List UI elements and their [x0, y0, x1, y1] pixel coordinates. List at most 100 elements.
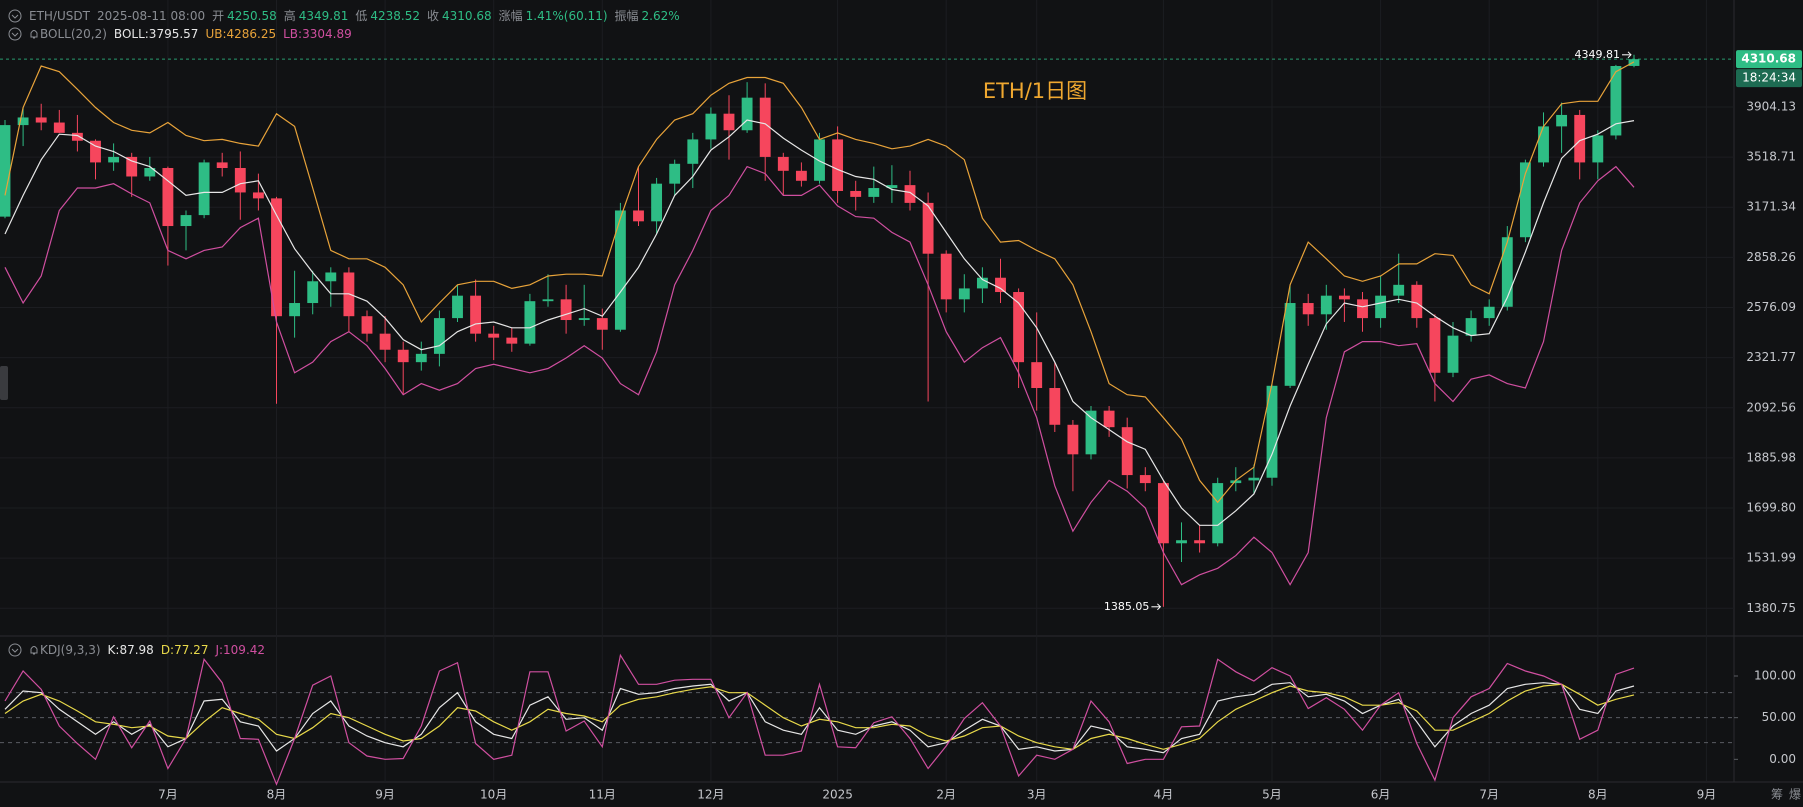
- candle-body: [144, 167, 156, 177]
- candle-body: [198, 162, 210, 216]
- candle-body: [126, 156, 138, 177]
- y-tick-label: 1699.80: [1746, 501, 1796, 515]
- candle-body: [669, 163, 681, 184]
- y-tick-label: 3904.13: [1746, 99, 1796, 113]
- y-tick-label: 100.00: [1754, 669, 1796, 683]
- x-tick-label: 10月: [480, 788, 507, 802]
- candle-body: [922, 202, 934, 254]
- candle-body: [108, 156, 120, 163]
- bar-time: 2025-08-11 08:00: [96, 8, 206, 23]
- countdown-label: 18:24:34: [1742, 71, 1796, 85]
- candle-body: [1556, 114, 1568, 127]
- candle-body: [1049, 388, 1061, 425]
- candle-body: [1338, 295, 1350, 300]
- candle-body: [976, 277, 988, 289]
- x-tick-label: 2025: [822, 788, 853, 802]
- candle-body: [1230, 480, 1242, 484]
- x-tick-label: 7月: [158, 788, 178, 802]
- candle-body: [1103, 410, 1115, 428]
- price-tag-label: 4310.68: [1741, 52, 1796, 66]
- y-tick-label: 1380.75: [1746, 601, 1796, 615]
- alert-icon[interactable]: [29, 644, 39, 656]
- candle-body: [379, 333, 391, 350]
- x-tick-label: 9月: [1697, 788, 1717, 802]
- y-tick-label: 1885.98: [1746, 450, 1796, 464]
- change-label: 涨幅: [498, 9, 523, 23]
- extreme-arrow-head: [1157, 603, 1162, 611]
- candle-body: [1139, 475, 1151, 484]
- toolbar-button[interactable]: 筹: [1771, 788, 1783, 802]
- candle-body: [1013, 292, 1025, 363]
- indicator-name: BOLL(20,2): [40, 27, 107, 41]
- candle-body: [850, 190, 862, 197]
- alert-icon[interactable]: [29, 28, 39, 40]
- candle-body: [1538, 126, 1549, 163]
- candle-body: [542, 299, 554, 302]
- legend-entry: BOLL:3795.57: [113, 27, 199, 41]
- candle-body: [53, 122, 65, 133]
- candle-body: [216, 162, 228, 168]
- candle-body: [832, 139, 844, 191]
- boll-legend: BOLL(20,2) BOLL:3795.57 UB:4286.25 LB:33…: [8, 27, 352, 41]
- collapse-icon[interactable]: [8, 27, 22, 41]
- candle-body: [578, 318, 590, 321]
- candle-body: [1483, 306, 1495, 319]
- candle-body: [307, 281, 319, 304]
- candle-body: [470, 295, 482, 334]
- candle-body: [325, 272, 337, 282]
- candle-body: [1194, 540, 1206, 544]
- candle-body: [1574, 114, 1586, 163]
- candle-body: [1447, 335, 1459, 373]
- candle-body: [940, 253, 952, 300]
- countdown-tag: [1736, 69, 1802, 88]
- y-tick-label: 0.00: [1769, 752, 1796, 766]
- toolbar-button[interactable]: 爆: [1789, 788, 1801, 802]
- indicator-name: KDJ(9,3,3): [40, 643, 101, 657]
- candle-body: [271, 198, 282, 317]
- y-tick-label: 2321.77: [1746, 350, 1796, 364]
- legend-entry: J:109.42: [215, 643, 266, 657]
- y-tick-label: 1531.99: [1746, 551, 1796, 565]
- candle-body: [90, 140, 101, 163]
- legend-entry: LB:3304.89: [283, 27, 352, 41]
- x-tick-label: 5月: [1262, 788, 1282, 802]
- collapse-icon[interactable]: [8, 643, 22, 657]
- candle-body: [1357, 299, 1368, 319]
- x-tick-label: 8月: [1588, 788, 1608, 802]
- y-tick-label: 2576.09: [1746, 300, 1796, 314]
- candle-body: [1067, 424, 1079, 455]
- candle-body: [904, 185, 916, 203]
- candle-body: [651, 183, 663, 222]
- candle-body: [452, 295, 463, 319]
- candle-body: [1411, 284, 1423, 319]
- candle-body: [868, 188, 880, 197]
- close-value: 4310.68: [442, 8, 492, 23]
- high-value: 4349.81: [298, 8, 349, 23]
- indicator-line: [4, 61, 1635, 504]
- candle-body: [252, 192, 264, 199]
- extreme-label: 4349.81: [1575, 48, 1621, 61]
- candle-body: [415, 353, 427, 363]
- x-tick-label: 2月: [936, 788, 956, 802]
- candle-body: [0, 125, 11, 217]
- x-tick-label: 6月: [1371, 788, 1391, 802]
- candle-body: [1031, 362, 1043, 389]
- candle-body: [560, 299, 572, 321]
- collapse-icon[interactable]: [8, 9, 22, 23]
- side-handle: [0, 366, 8, 400]
- close-label: 收: [427, 9, 440, 23]
- y-tick-label: 50.00: [1762, 710, 1796, 724]
- open-value: 4250.58: [227, 8, 277, 23]
- candle-body: [71, 132, 83, 141]
- y-tick-label: 2092.56: [1746, 400, 1796, 414]
- candle-body: [1266, 385, 1278, 478]
- candle-body: [958, 288, 970, 300]
- legend-entry: UB:4286.25: [205, 27, 277, 41]
- x-tick-label: 3月: [1027, 788, 1047, 802]
- indicator-line: [4, 119, 1635, 526]
- candle-body: [614, 210, 626, 330]
- extreme-label: 1385.05: [1104, 600, 1150, 613]
- legend-entry: D:77.27: [160, 643, 209, 657]
